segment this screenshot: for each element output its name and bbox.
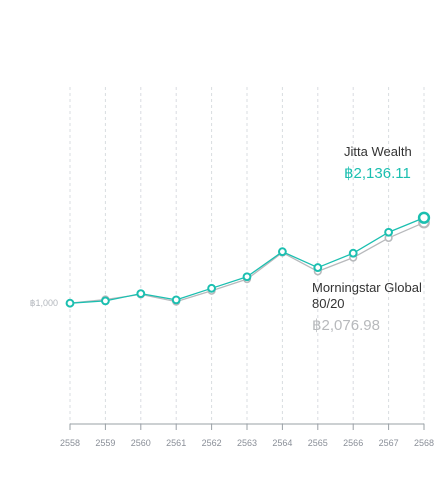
x-tick-label: 2558 [60,438,80,448]
series-jitta-wealth [65,211,431,308]
data-point [384,227,394,237]
data-point [65,298,75,308]
data-point [171,295,181,305]
legend-series-value: ฿2,136.11 [344,165,411,182]
data-point [101,296,110,306]
x-tick-label: 2561 [166,438,186,448]
x-tick-label: 2564 [272,438,292,448]
legend-series-name: Morningstar Global 80/20 [312,280,422,311]
data-point [417,211,431,224]
x-axis: 2558 2559 2560 2561 2562 2563 2564 2565 2566 2567… [60,423,434,448]
legend-series-name: Jitta Wealth [344,144,412,159]
y-tick-label: ฿1,000 [30,298,58,308]
legend-morningstar: Morningstar Global 80/20 ฿2,076.98 [312,280,438,336]
x-tick-label: 2565 [308,438,328,448]
x-tick-label: 2567 [379,438,399,448]
x-tick-label: 2568 [414,438,434,448]
x-tick-label: 2562 [202,438,222,448]
x-tick-label: 2559 [95,438,115,448]
data-point [207,283,217,293]
legend-jitta-wealth: Jitta Wealth ฿2,136.11 [344,144,412,184]
x-tick-label: 2563 [237,438,257,448]
y-axis-labels: ฿1,000 [30,298,58,308]
data-point [313,263,323,272]
data-point [136,289,146,299]
data-point [348,248,358,258]
x-tick-label: 2560 [131,438,151,448]
vertical-gridlines [69,87,425,424]
data-point [278,247,287,257]
data-point [242,272,252,282]
x-tick-label: 2566 [343,438,363,448]
legend-series-value: ฿2,076.98 [312,317,380,334]
